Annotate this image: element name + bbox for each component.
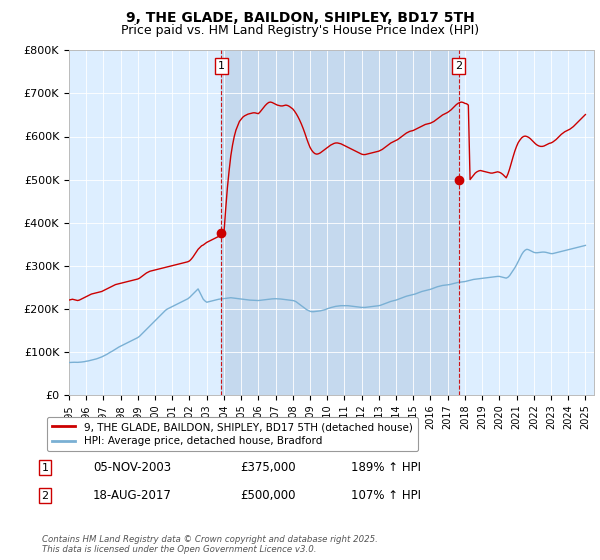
Text: Price paid vs. HM Land Registry's House Price Index (HPI): Price paid vs. HM Land Registry's House …	[121, 24, 479, 37]
Text: 2: 2	[455, 60, 462, 71]
Text: 1: 1	[218, 60, 225, 71]
Text: 107% ↑ HPI: 107% ↑ HPI	[351, 489, 421, 502]
Text: 1: 1	[41, 463, 49, 473]
Text: 18-AUG-2017: 18-AUG-2017	[93, 489, 172, 502]
Text: Contains HM Land Registry data © Crown copyright and database right 2025.
This d: Contains HM Land Registry data © Crown c…	[42, 535, 378, 554]
Text: 189% ↑ HPI: 189% ↑ HPI	[351, 461, 421, 474]
Text: £500,000: £500,000	[240, 489, 296, 502]
Bar	[221, 50, 458, 395]
Legend: 9, THE GLADE, BAILDON, SHIPLEY, BD17 5TH (detached house), HPI: Average price, d: 9, THE GLADE, BAILDON, SHIPLEY, BD17 5TH…	[47, 417, 418, 451]
Text: £375,000: £375,000	[240, 461, 296, 474]
Text: 05-NOV-2003: 05-NOV-2003	[93, 461, 171, 474]
Text: 9, THE GLADE, BAILDON, SHIPLEY, BD17 5TH: 9, THE GLADE, BAILDON, SHIPLEY, BD17 5TH	[125, 11, 475, 25]
Text: 2: 2	[41, 491, 49, 501]
